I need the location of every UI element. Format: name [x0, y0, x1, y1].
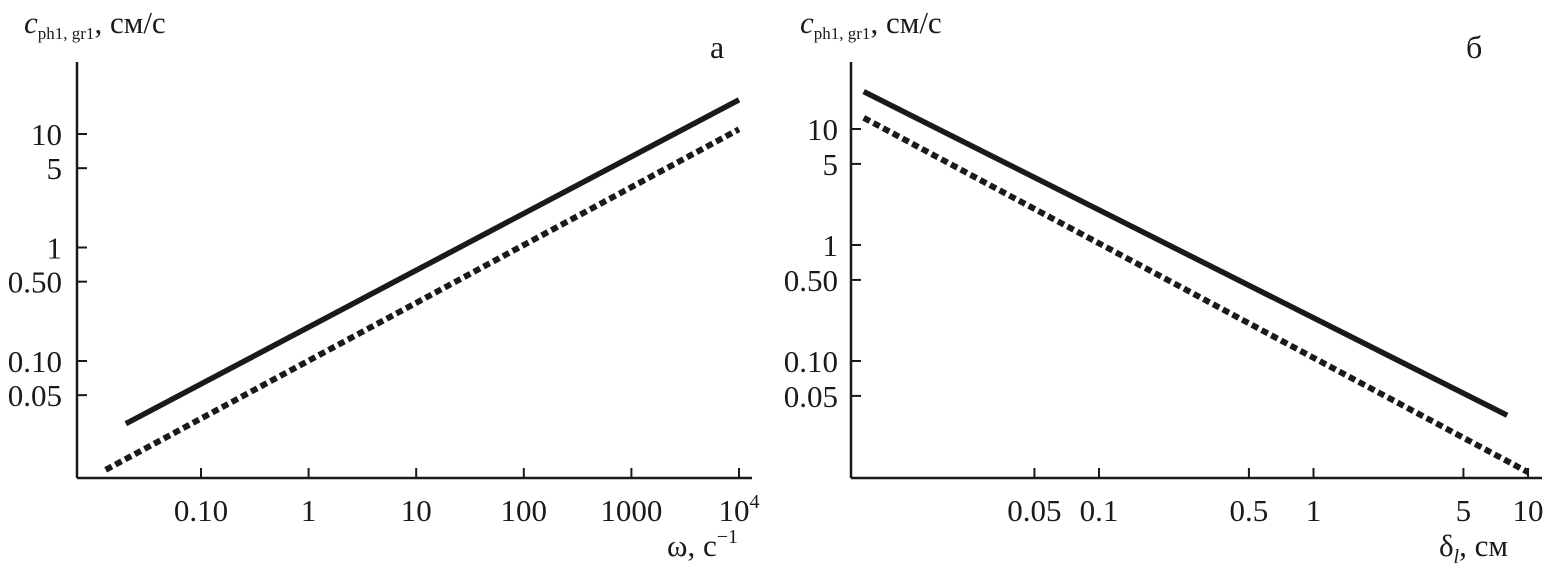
panel-a-x-tick-label: 1000	[600, 493, 662, 528]
panel-b-y-axis-label: cph1, gr1, см/с	[800, 5, 942, 43]
panel-a-x-tick-label: 0.10	[174, 493, 228, 528]
panel-b-x-tick-label: 0.05	[1007, 493, 1061, 528]
panel-b-label: б	[1466, 29, 1482, 65]
panel-a-y-tick-label: 0.05	[8, 378, 62, 413]
panel-b-x-tick-label: 1	[1306, 493, 1322, 528]
panel-b-x-tick-label: 0.5	[1230, 493, 1269, 528]
panel-b-y-tick-label: 5	[823, 147, 839, 182]
panel-a-label: а	[710, 29, 724, 65]
panel-b-x-tick-label: 10	[1513, 493, 1544, 528]
panel-a-y-tick-label: 1	[47, 231, 63, 266]
panel-a-y-tick-label: 0.50	[8, 265, 62, 300]
panel-b-y-tick-label: 10	[807, 112, 838, 147]
panel-b-x-tick-label: 0.1	[1080, 493, 1119, 528]
panel-a-x-tick-label: 104	[719, 491, 760, 528]
panel-a-y-tick-label: 5	[47, 151, 63, 186]
panel-b-y-tick-label: 0.50	[784, 263, 838, 298]
panel-a-series-dashed-line	[104, 126, 741, 473]
panel-b-x-tick-label: 5	[1456, 493, 1472, 528]
panel-a-x-axis-label: ω, с−1	[667, 526, 738, 563]
panel-a-x-tick-label: 10	[401, 493, 432, 528]
panel-a-series-solid-line	[124, 97, 741, 427]
panel-a-y-tick-label: 10	[31, 117, 62, 152]
panel-a-y-tick-label: 0.10	[8, 344, 62, 379]
panel-b-y-tick-label: 0.05	[784, 379, 838, 414]
panel-a-y-axis-label: cph1, gr1, см/с	[24, 5, 166, 43]
panel-b-series-solid-line	[862, 89, 1509, 418]
panel-b-series-dashed-line	[862, 115, 1530, 475]
panel-b-y-tick-label: 0.10	[784, 344, 838, 379]
panel-a-x-tick-label: 1	[301, 493, 317, 528]
panel-a-x-tick-label: 100	[501, 493, 548, 528]
panel-b-y-tick-label: 1	[823, 228, 839, 263]
panel-b-x-axis-label: δl, см	[1439, 528, 1508, 568]
